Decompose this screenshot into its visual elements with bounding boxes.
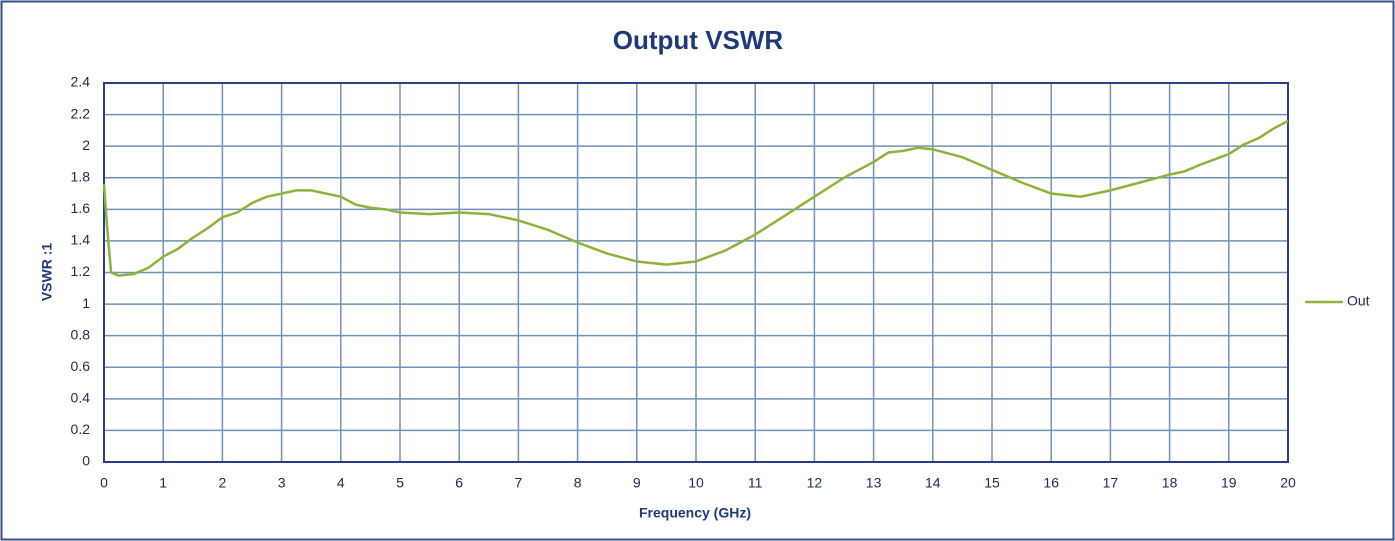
y-tick-label: 1.2 [71,263,91,279]
x-tick-label: 4 [337,475,345,491]
y-tick-label: 2.4 [71,74,91,90]
legend-label: Out [1347,293,1370,309]
x-tick-label: 19 [1221,475,1237,491]
x-tick-label: 6 [455,475,463,491]
chart-title: Output VSWR [613,25,784,55]
x-tick-label: 12 [807,475,823,491]
x-tick-label: 5 [396,475,404,491]
x-tick-label: 9 [633,475,641,491]
x-tick-label: 13 [866,475,882,491]
x-tick-label: 0 [100,475,108,491]
y-tick-label: 0.8 [71,326,91,342]
x-tick-label: 17 [1103,475,1119,491]
x-tick-label: 20 [1280,475,1296,491]
y-tick-label: 1 [82,295,90,311]
x-tick-label: 14 [925,475,941,491]
x-tick-label: 11 [748,475,763,491]
x-tick-label: 3 [278,475,286,491]
y-tick-label: 0.2 [71,421,91,437]
y-tick-label: 2.2 [71,105,91,121]
plot-border [103,82,1289,463]
y-tick-label: 1.4 [71,232,91,248]
x-axis-title: Frequency (GHz) [639,505,751,521]
y-axis-title: VSWR :1 [39,243,55,302]
y-tick-label: 0 [82,453,90,469]
y-tick-label: 0.6 [71,358,91,374]
x-tick-label: 7 [515,475,523,491]
x-tick-label: 15 [984,475,1000,491]
x-tick-label: 8 [574,475,582,491]
x-tick-label: 2 [219,475,227,491]
x-tick-label: 10 [688,475,704,491]
x-tick-label: 16 [1043,475,1059,491]
series-line [102,119,1289,277]
y-tick-label: 1.8 [71,168,91,184]
x-tick-label: 1 [159,475,167,491]
y-tick-label: 1.6 [71,200,91,216]
y-tick-label: 0.4 [71,390,91,406]
y-tick-label: 2 [82,137,90,153]
x-tick-label: 18 [1162,475,1178,491]
